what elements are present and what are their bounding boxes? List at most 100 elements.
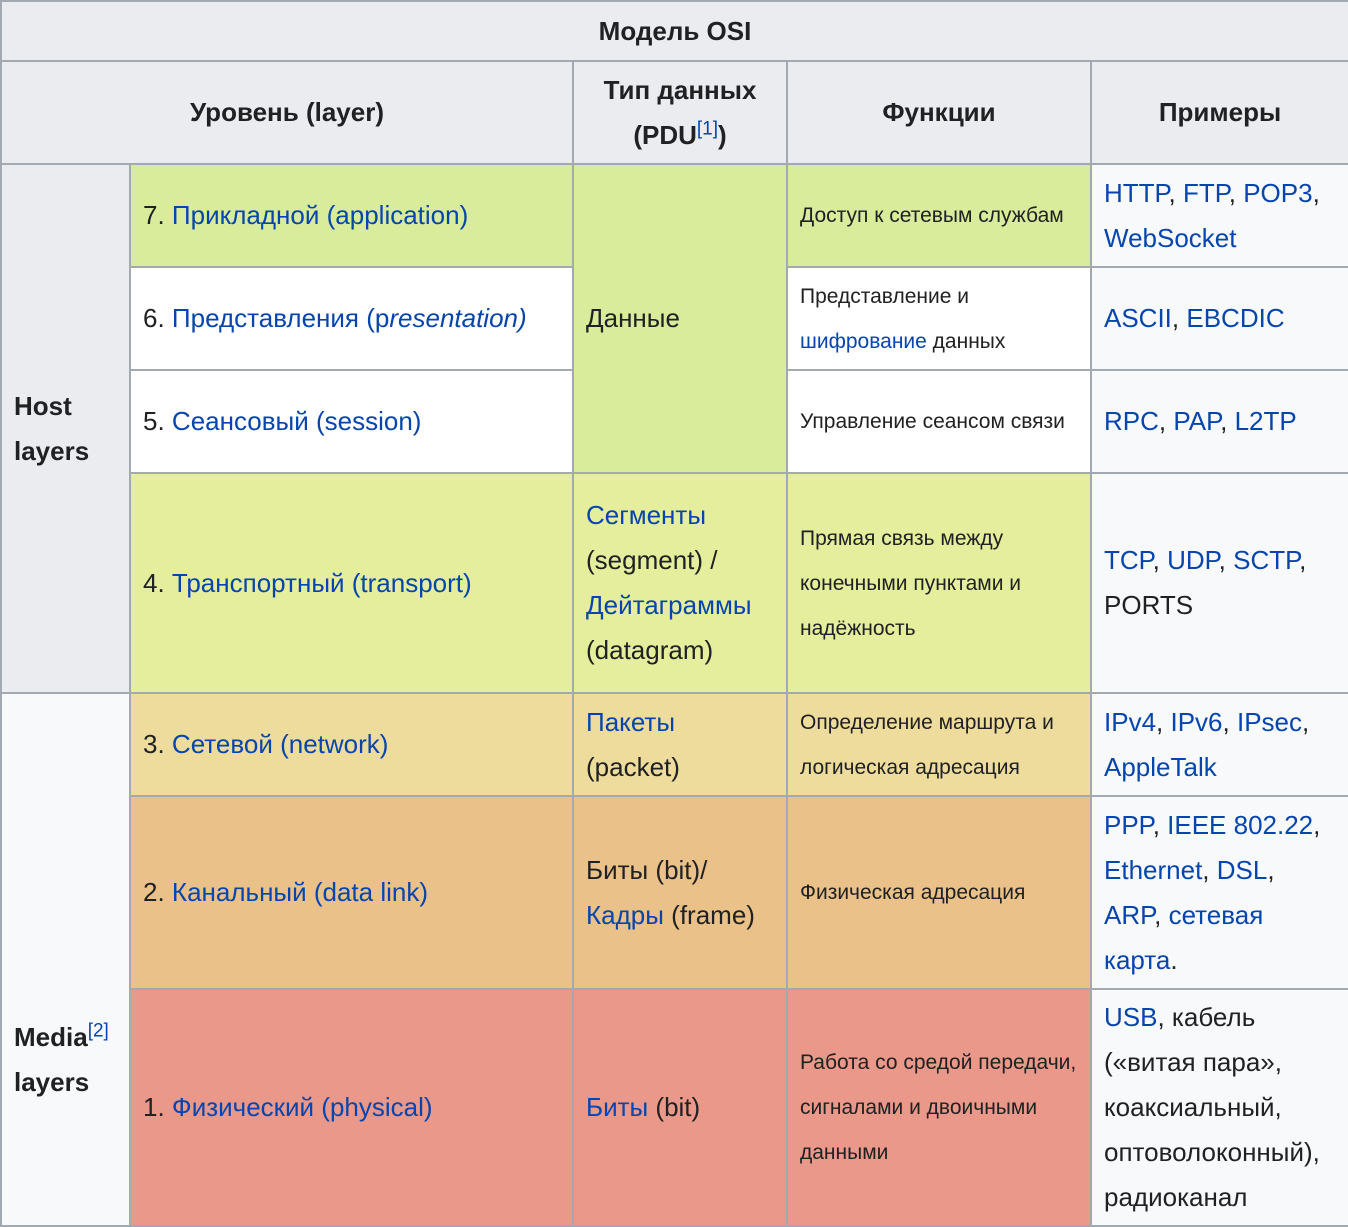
wiki-link[interactable]: Ethernet: [1104, 854, 1203, 885]
pdu-cell-physical: Биты (bit): [572, 988, 788, 1227]
wiki-link[interactable]: TCP: [1104, 545, 1153, 575]
function-cell-network: Определение маршрута и логическая адреса…: [786, 692, 1092, 797]
table-row: 1. Физический (physical) Биты (bit) Рабо…: [1, 988, 1348, 1227]
table-row: Media[2] layers 3. Сетевой (network) Паке…: [0, 692, 1348, 1227]
media-label: Media: [14, 1021, 88, 1052]
header-pdu: Тип данных (PDU[1]): [572, 60, 788, 165]
wiki-link[interactable]: FTP: [1182, 177, 1229, 208]
layer-cell-application: 7. Прикладной (application): [129, 163, 574, 268]
wiki-link[interactable]: Сетевой (network): [171, 729, 389, 759]
wiki-link[interactable]: шифрование: [800, 329, 927, 353]
wiki-link[interactable]: USB: [1104, 1002, 1158, 1032]
wiki-link[interactable]: сетевая карта: [1104, 899, 1264, 975]
header-pdu-close: ): [718, 119, 727, 150]
wiki-link[interactable]: WebSocket: [1104, 222, 1237, 253]
wiki-link[interactable]: ARP: [1104, 899, 1155, 930]
wiki-link[interactable]: Транспортный (transport): [171, 567, 472, 598]
cell-text: Управление сеансом связи: [800, 410, 1065, 433]
function-cell-physical: Работа со средой передачи, сигналами и д…: [786, 988, 1092, 1227]
cell-text: 6.: [143, 303, 172, 333]
wiki-link[interactable]: IPsec: [1236, 706, 1302, 737]
table-row: Host layers 7. Прикладной (application) …: [0, 163, 1348, 694]
cell-text: (frame): [663, 899, 755, 930]
header-examples: Примеры: [1089, 60, 1348, 165]
function-cell-datalink: Физическая адресация: [786, 795, 1092, 990]
header-row: Уровень (layer) Тип данных (PDU[1]) Функ…: [0, 60, 1348, 165]
examples-cell-network: IPv4, IPv6, IPsec, AppleTalk: [1089, 692, 1348, 797]
cell-text: ,: [1267, 854, 1275, 885]
wiki-link[interactable]: DSL: [1216, 854, 1268, 885]
table-row: 4. Транспортный (transport) Сегменты (se…: [1, 472, 1348, 694]
wiki-link[interactable]: PPP: [1104, 809, 1153, 840]
function-cell-presentation: Представление и шифрование данных: [786, 266, 1092, 371]
cell-text: данных: [926, 329, 1006, 353]
cell-text: Данные: [586, 303, 680, 333]
layer-cell-session: 5. Сеансовый (session): [129, 369, 574, 474]
examples-cell-application: HTTP, FTP, POP3, WebSocket: [1089, 163, 1348, 268]
function-cell-application: Доступ к сетевым службам: [786, 163, 1092, 268]
examples-cell-transport: TCP, UDP, SCTP, PORTS: [1089, 472, 1348, 694]
examples-cell-session: RPC, PAP, L2TP: [1089, 369, 1348, 474]
layer-cell-network: 3. Сетевой (network): [129, 692, 574, 797]
wiki-link[interactable]: UDP: [1167, 545, 1219, 575]
pdu-cell-datalink: Биты (bit)/ Кадры (frame): [572, 795, 788, 990]
cell-text: ,: [1171, 303, 1187, 333]
wiki-link[interactable]: L2TP: [1234, 406, 1297, 436]
media-layers-group: Media[2] layers: [0, 692, 131, 1227]
wiki-link[interactable]: PAP: [1173, 406, 1221, 436]
wiki-link[interactable]: Физический (physical): [171, 1092, 433, 1122]
layer-cell-transport: 4. Транспортный (transport): [129, 472, 574, 694]
pdu-cell-application: Данные: [572, 163, 788, 474]
wiki-link[interactable]: IPv6: [1170, 706, 1223, 737]
wiki-link[interactable]: HTTP: [1104, 177, 1169, 208]
cell-text: (segment) /: [586, 545, 718, 575]
cell-text: 5.: [143, 406, 172, 436]
examples-cell-datalink: PPP, IEEE 802.22, Ethernet, DSL, ARP, се…: [1089, 795, 1348, 990]
wiki-link[interactable]: SCTP: [1233, 545, 1300, 575]
wiki-link[interactable]: Кадры: [586, 899, 664, 930]
header-functions: Функции: [786, 60, 1092, 165]
wiki-link[interactable]: Прикладной (application): [171, 200, 469, 230]
cell-text: (datagram): [586, 635, 714, 665]
cell-text: (packet): [586, 751, 680, 782]
examples-cell-presentation: ASCII, EBCDIC: [1089, 266, 1348, 371]
table-row: 5. Сеансовый (session) Управление сеансо…: [1, 369, 1348, 474]
cell-text: 7.: [143, 200, 172, 230]
wiki-link[interactable]: POP3: [1243, 177, 1313, 208]
cell-text: ,: [1218, 545, 1234, 575]
title-row: Модель OSI: [0, 0, 1348, 62]
cell-text: ,: [1168, 177, 1183, 208]
wiki-link[interactable]: AppleTalk: [1104, 751, 1217, 782]
cell-text: ,: [1152, 545, 1168, 575]
wiki-link[interactable]: Пакеты: [586, 706, 676, 737]
table-row: 6. Представления (presentation) Представ…: [1, 266, 1348, 371]
table-row: 2. Канальный (data link) Биты (bit)/ Кад…: [1, 795, 1348, 990]
wiki-link[interactable]: Сегменты: [586, 500, 707, 530]
cell-text: Биты (bit)/: [586, 854, 708, 885]
host-layers-group: Host layers: [0, 163, 131, 694]
wiki-link[interactable]: Представления (p: [171, 303, 390, 333]
wiki-link[interactable]: ASCII: [1104, 303, 1172, 333]
wiki-link[interactable]: IPv4: [1104, 706, 1157, 737]
cell-text: ,: [1156, 706, 1171, 737]
cell-text: ,: [1202, 854, 1217, 885]
cell-text: Работа со средой передачи, сигналами и д…: [800, 1051, 1077, 1164]
function-cell-session: Управление сеансом связи: [786, 369, 1092, 474]
wiki-link[interactable]: Биты: [586, 1092, 649, 1122]
cell-text: ,: [1228, 177, 1244, 208]
wiki-link[interactable]: RPC: [1104, 406, 1159, 436]
cell-text: (bit): [648, 1092, 701, 1122]
ref-link-2[interactable]: [2]: [87, 1019, 109, 1041]
wiki-link[interactable]: Дейтаграммы: [586, 590, 752, 620]
examples-cell-physical: USB, кабель («витая пара», коаксиальный,…: [1089, 988, 1348, 1227]
cell-text: Доступ к сетевым службам: [800, 204, 1064, 227]
wiki-link[interactable]: EBCDIC: [1186, 303, 1285, 333]
wiki-link[interactable]: resentation): [389, 303, 527, 333]
cell-text: ,: [1222, 706, 1237, 737]
wiki-link[interactable]: IEEE 802.22: [1167, 809, 1314, 840]
media-label-2: layers: [14, 1066, 90, 1097]
ref-link-1[interactable]: [1]: [696, 117, 718, 139]
wiki-link[interactable]: Канальный (data link): [171, 877, 429, 907]
wiki-link[interactable]: Сеансовый (session): [171, 406, 422, 436]
cell-text: 1.: [143, 1092, 172, 1122]
